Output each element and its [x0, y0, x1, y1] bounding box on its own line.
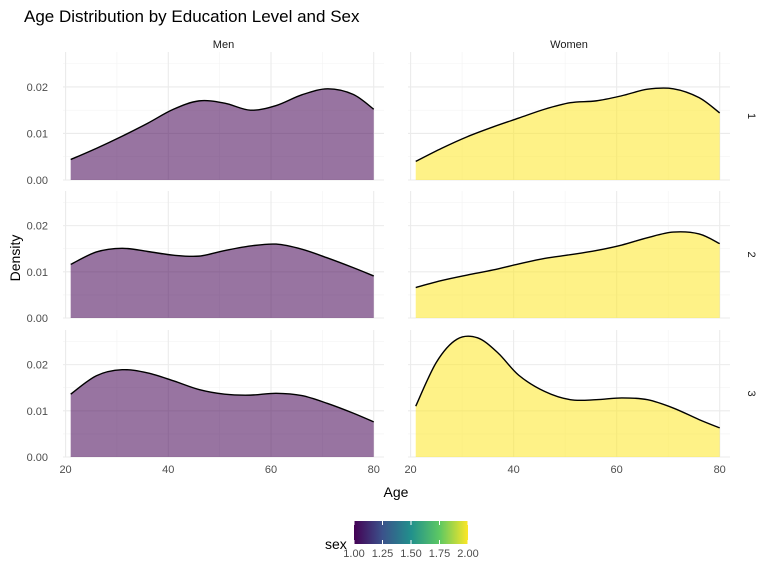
legend-tick-label: 1.75 — [429, 548, 450, 560]
strip-label-row-1: 1 — [745, 113, 757, 119]
density-line-men-3 — [70, 368, 375, 423]
chart-title: Age Distribution by Education Level and … — [24, 7, 360, 26]
y-tick-label: 0.00 — [27, 175, 48, 187]
colorbar — [354, 521, 468, 544]
density-area-men-1 — [70, 88, 374, 180]
density-line-men-2 — [70, 243, 374, 277]
x-tick-label: 40 — [162, 464, 174, 476]
x-tick-label: 80 — [714, 464, 726, 476]
density-line-women-1 — [415, 87, 721, 163]
legend-tick-label: 1.00 — [343, 548, 364, 560]
density-line-women-3 — [415, 335, 720, 429]
y-tick-label: 0.01 — [27, 267, 48, 279]
x-tick-label: 20 — [59, 464, 71, 476]
strip-label-men: Men — [213, 39, 234, 51]
legend-tick-label: 1.50 — [400, 548, 421, 560]
density-area-women-1 — [415, 87, 720, 180]
density-area-men-2 — [70, 243, 374, 318]
density-area-women-2 — [415, 231, 720, 318]
x-tick-label: 20 — [404, 464, 416, 476]
y-tick-label: 0.01 — [27, 128, 48, 140]
legend-tick-label: 2.00 — [457, 548, 478, 560]
density-line-men-1 — [70, 88, 375, 161]
density-area-women-3 — [415, 336, 720, 457]
density-line-women-2 — [415, 231, 721, 289]
y-tick-label: 0.00 — [27, 452, 48, 464]
x-tick-label: 60 — [611, 464, 623, 476]
y-tick-label: 0.02 — [27, 360, 48, 372]
y-axis-title: Density — [7, 235, 23, 282]
y-tick-label: 0.02 — [27, 221, 48, 233]
strip-label-women: Women — [550, 39, 588, 51]
x-tick-label: 80 — [368, 464, 380, 476]
x-tick-label: 40 — [507, 464, 519, 476]
color-legend: sex 1.00 1.25 1.50 1.75 2.00 — [325, 521, 479, 560]
density-area-men-3 — [70, 369, 374, 457]
y-tick-label: 0.02 — [27, 82, 48, 94]
y-tick-label: 0.01 — [27, 406, 48, 418]
legend-tick-label: 1.25 — [372, 548, 393, 560]
x-tick-label: 60 — [265, 464, 277, 476]
legend-title: sex — [325, 536, 347, 552]
facet-panels: Men Women 1 2 3 0.00 0.01 0.02 0.00 0.01 0.02 0.00 0… — [27, 39, 757, 476]
strip-label-row-3: 3 — [745, 390, 757, 396]
x-axis-title: Age — [384, 484, 409, 500]
y-tick-label: 0.00 — [27, 313, 48, 325]
strip-label-row-2: 2 — [745, 251, 757, 257]
